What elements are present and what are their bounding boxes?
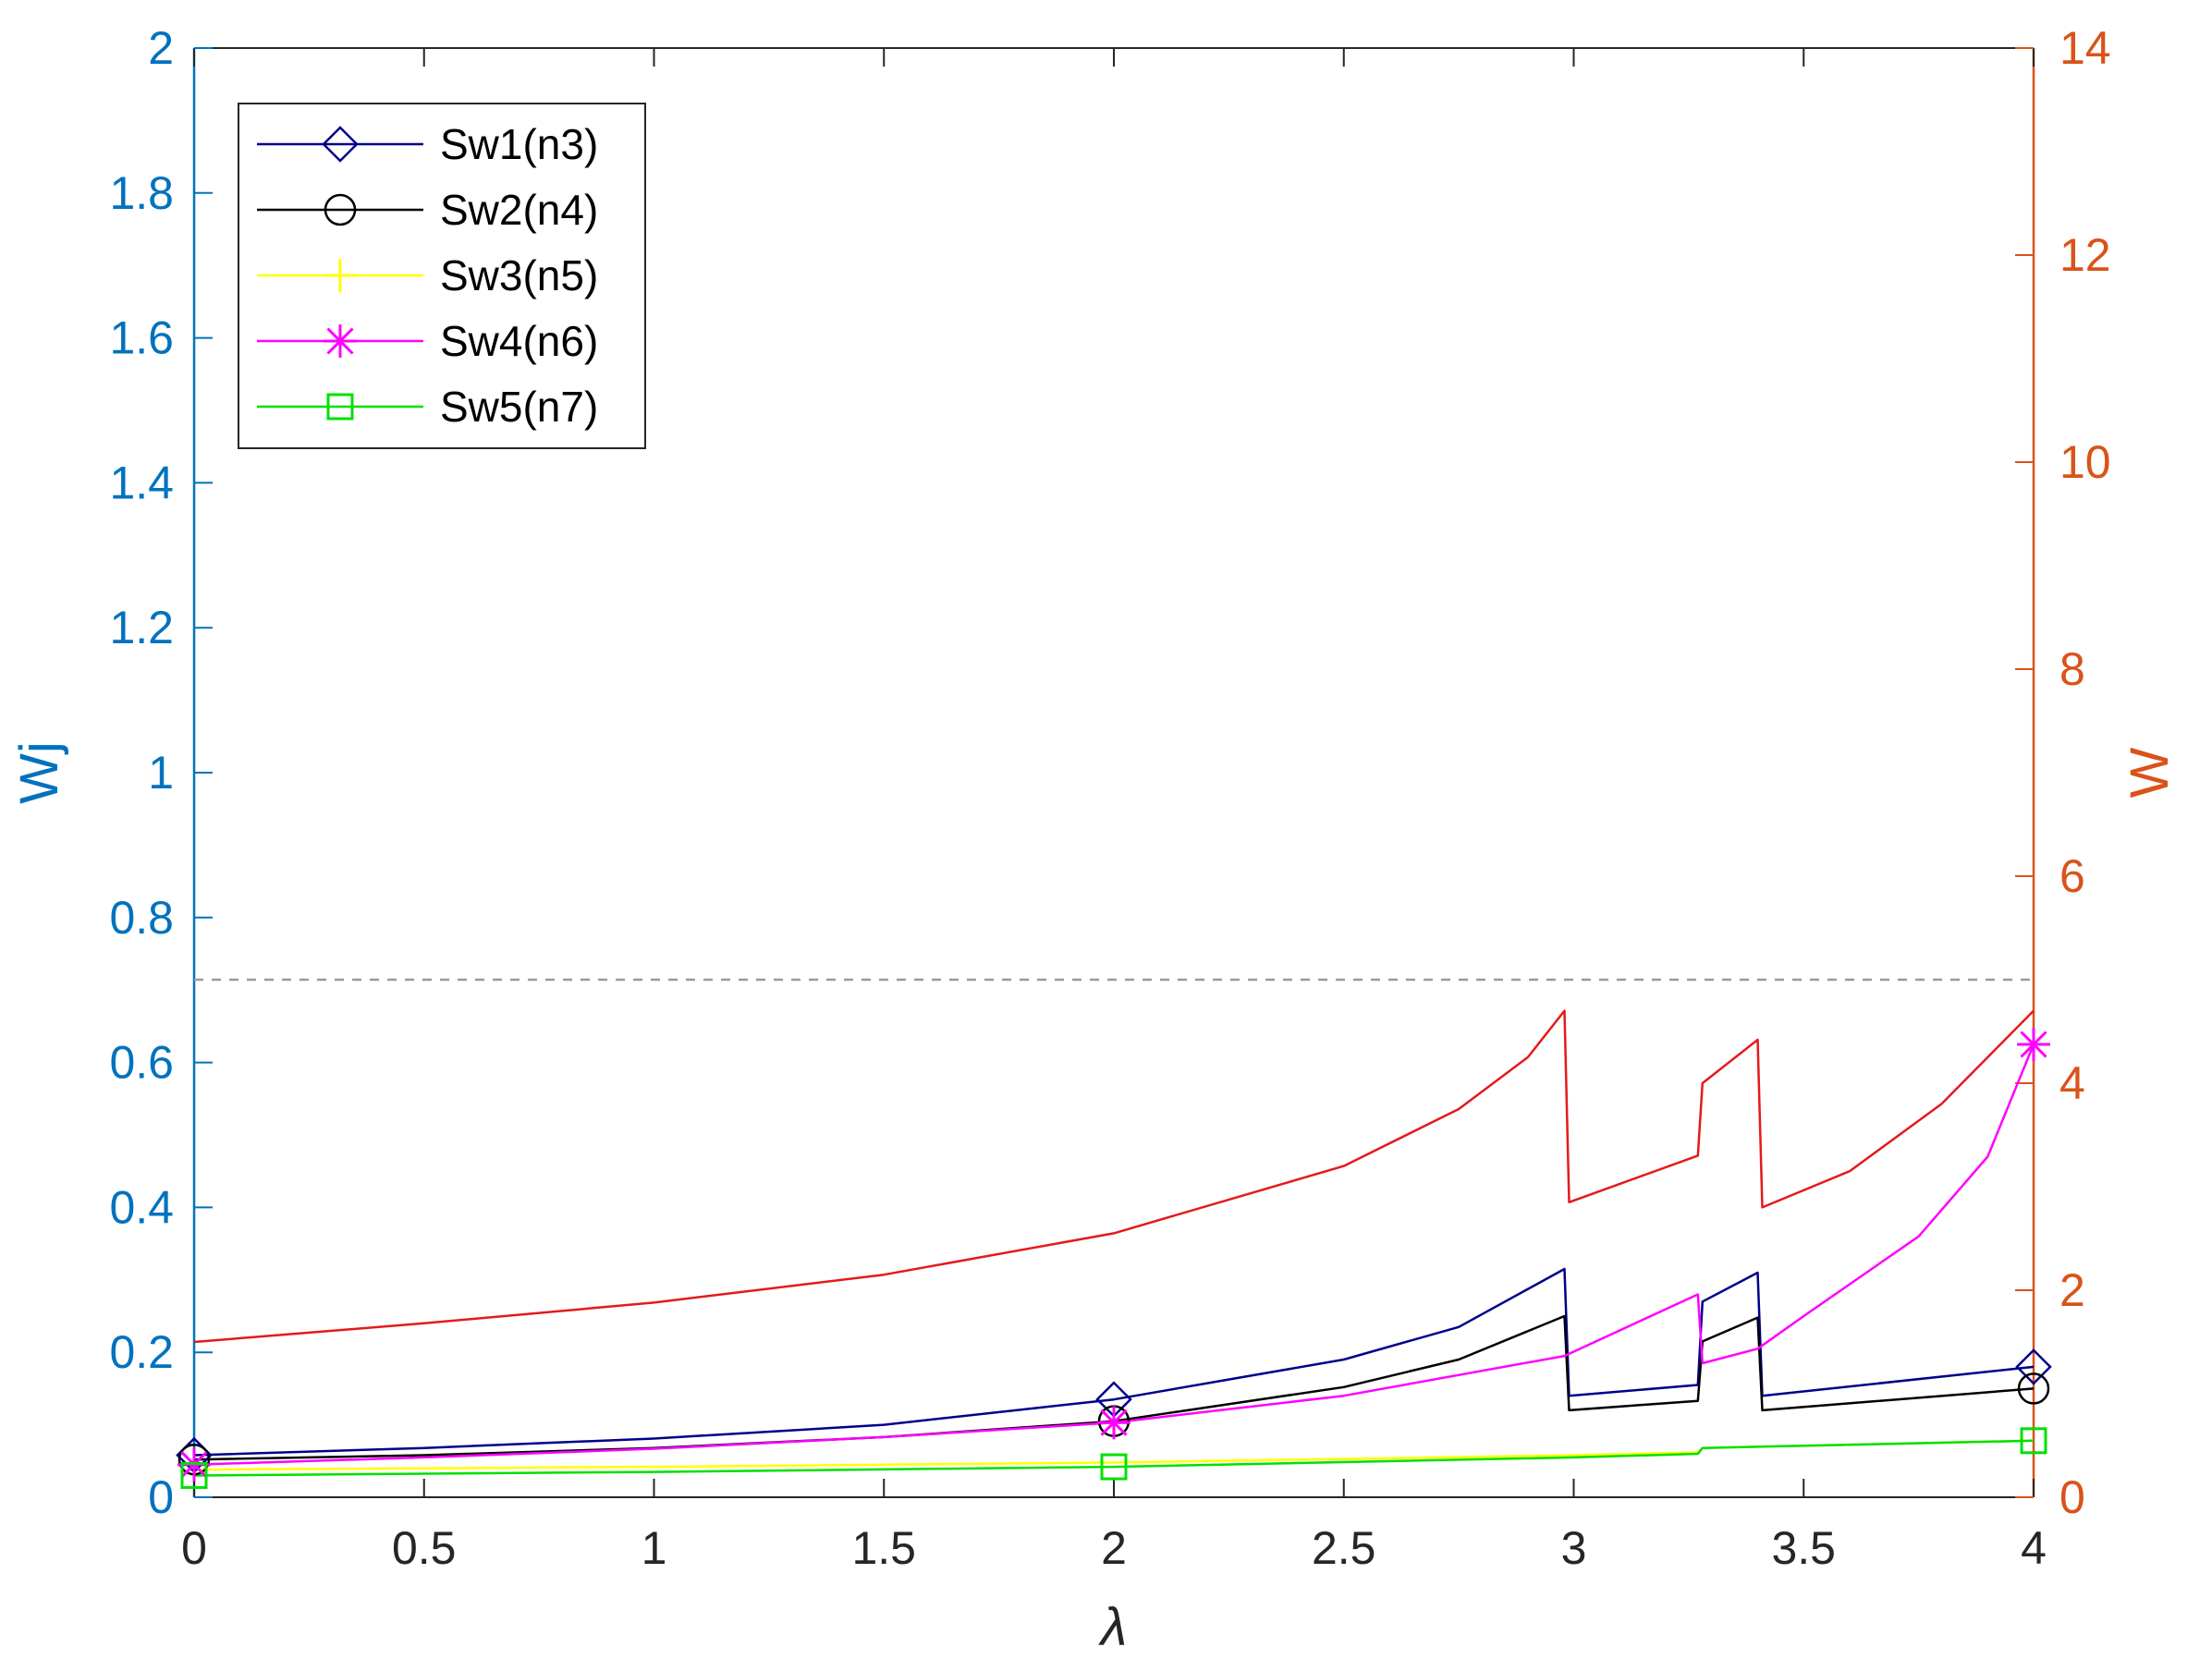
plot-lines	[193, 978, 2035, 1477]
legend-marker-asterisk	[324, 324, 357, 358]
y-left-tick-label: 0.8	[109, 892, 174, 944]
y-left-axis-label: Wj	[9, 741, 69, 804]
series-marker-asterisk	[1097, 1406, 1130, 1440]
x-tick-label: 3	[1561, 1522, 1587, 1574]
y-right-tick-label: 14	[2059, 22, 2111, 74]
legend-label: Sw2(n4)	[440, 186, 598, 234]
y-left-tick-label: 1.4	[109, 457, 174, 508]
y-left-tick-label: 0.6	[109, 1037, 174, 1089]
x-tick-label: 3.5	[1771, 1522, 1836, 1574]
series-marker-circle	[2017, 1372, 2050, 1405]
x-tick-label: 4	[2021, 1522, 2047, 1574]
legend-marker-plus	[324, 259, 357, 292]
x-axis-label: λ	[1098, 1597, 1128, 1657]
y-left-tick-label: 1.6	[109, 312, 174, 364]
y-left-tick-label: 0	[148, 1471, 174, 1523]
y-right-tick-label: 0	[2059, 1471, 2085, 1523]
x-tick-label: 0.5	[392, 1522, 457, 1574]
series-line-sw1-n3-	[193, 1267, 2035, 1457]
y-right-tick-label: 4	[2059, 1057, 2085, 1109]
legend: Sw1(n3) Sw2(n4) Sw3(n5) Sw4(n6) Sw5(n7)	[238, 103, 646, 449]
y-left-tick-label: 1	[148, 747, 174, 799]
x-tick-label: 1.5	[851, 1522, 916, 1574]
y-right-tick-label: 2	[2059, 1264, 2085, 1316]
legend-marker-circle	[324, 193, 357, 226]
y-left-tick-label: 1.8	[109, 167, 174, 219]
y-left-tick-label: 1.2	[109, 602, 174, 653]
x-tick-label: 2.5	[1312, 1522, 1376, 1574]
series-line-total	[193, 1009, 2035, 1344]
legend-label: Sw1(n3)	[440, 120, 598, 168]
y-right-tick-label: 6	[2059, 850, 2085, 902]
series-marker-diamond	[2015, 1348, 2052, 1385]
series-marker-square	[2020, 1427, 2047, 1455]
series-line-sw5-n7-	[193, 1439, 2035, 1477]
series-marker-square	[180, 1461, 208, 1489]
legend-label: Sw5(n7)	[440, 383, 598, 431]
y-right-tick-label: 12	[2059, 229, 2111, 281]
y-right-tick-label: 8	[2059, 643, 2085, 695]
y-left-tick-label: 0.2	[109, 1326, 174, 1378]
y-left-tick-label: 0.4	[109, 1181, 174, 1233]
x-tick-label: 2	[1101, 1522, 1127, 1574]
legend-label: Sw3(n5)	[440, 251, 598, 299]
x-tick-label: 1	[642, 1522, 667, 1574]
x-tick-label: 0	[181, 1522, 207, 1574]
axes: 0 0.5 1 1.5 2 2.5 3 3.5 400.20.40.60.811.21.41.6…	[9, 22, 2180, 1657]
y-left-tick-label: 2	[148, 22, 174, 74]
legend-label: Sw4(n6)	[440, 317, 598, 365]
legend-marker-diamond	[322, 126, 359, 163]
y-right-axis-label: W	[2120, 747, 2180, 798]
series-marker-square	[1100, 1453, 1128, 1481]
series-line-sw4-n6-	[193, 1043, 2035, 1466]
plot-markers	[176, 1028, 2052, 1489]
y-right-tick-label: 10	[2059, 436, 2111, 488]
legend-marker-square	[326, 393, 354, 421]
series-marker-asterisk	[2017, 1028, 2050, 1061]
